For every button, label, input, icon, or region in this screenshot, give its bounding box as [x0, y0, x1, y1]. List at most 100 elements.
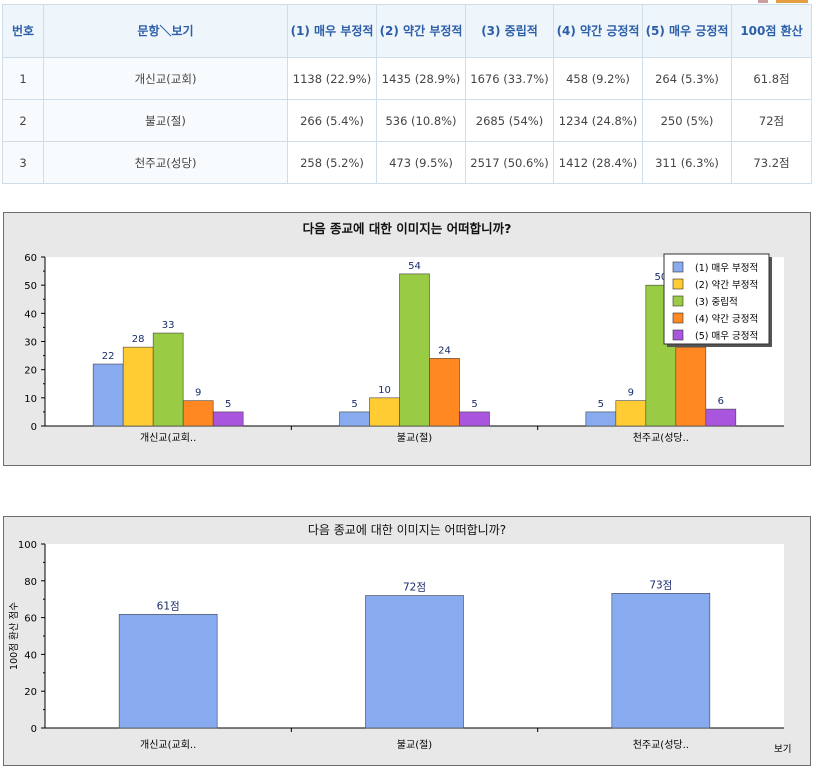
legend-swatch [672, 278, 684, 290]
bar [585, 411, 617, 427]
y-tick-label: 40 [24, 650, 37, 661]
cell-option-1: 1138 (22.9%) [287, 57, 377, 100]
legend-swatch [672, 261, 684, 273]
y-tick-label: 0 [31, 724, 37, 735]
bar-value-label: 10 [378, 385, 391, 396]
bar [152, 332, 184, 427]
bar [339, 411, 370, 427]
bar-value-label: 22 [102, 351, 115, 362]
bar [369, 397, 400, 427]
bar-value-label: 5 [598, 399, 604, 410]
header-question: 문항＼보기 [43, 4, 288, 58]
bar-value-label: 61점 [157, 600, 180, 612]
bar [92, 363, 124, 427]
x-tick-label: 천주교(성당.. [633, 739, 689, 751]
bar-value-label: 5 [225, 399, 231, 410]
bar-value-label: 50 [654, 272, 667, 283]
table-header-row: 번호 문항＼보기 (1) 매우 부정적 (2) 약간 부정적 (3) 중립적 (… [2, 4, 812, 58]
distribution-chart: 다음 종교에 대한 이미지는 어떠합니까? 0 10 20 30 40 50 60 개신교(교회… [3, 212, 811, 466]
cell-option-4: 458 (9.2%) [553, 57, 643, 100]
y-tick-label: 20 [24, 687, 37, 698]
bar-value-label: 5 [351, 399, 357, 410]
bar [399, 273, 430, 427]
score-chart: 다음 종교에 대한 이미지는 어떠합니까? 0 20 40 60 80 100 100점 환산… [3, 516, 811, 766]
bar-value-label: 9 [195, 388, 201, 399]
cell-option-3: 2685 (54%) [465, 99, 554, 142]
y-tick-label: 100 [18, 540, 37, 551]
legend-label: (4) 약간 긍정적 [695, 313, 758, 325]
legend-swatch [672, 295, 684, 307]
legend-label: (2) 약간 부정적 [695, 279, 758, 291]
header-option-5: (5) 매우 긍정적 [642, 4, 732, 58]
cell-item: 개신교(교회) [43, 57, 288, 100]
header-option-4: (4) 약간 긍정적 [553, 4, 643, 58]
y-tick-label: 10 [24, 394, 37, 405]
cell-option-3: 1676 (33.7%) [465, 57, 554, 100]
table-row: 1 개신교(교회) 1138 (22.9%) 1435 (28.9%) 1676… [2, 57, 812, 100]
table-row: 2 불교(절) 266 (5.4%) 536 (10.8%) 2685 (54%… [2, 99, 812, 142]
cell-option-5: 250 (5%) [642, 99, 732, 142]
bar [118, 613, 218, 729]
bar-value-label: 9 [628, 388, 634, 399]
bar [459, 411, 490, 427]
y-axis-label: 100점 환산 점수 [8, 602, 20, 670]
bar [365, 595, 464, 729]
y-tick-label: 60 [24, 253, 37, 264]
y-tick-label: 60 [24, 614, 37, 625]
bar-value-label: 28 [132, 334, 145, 345]
cell-option-1: 258 (5.2%) [287, 141, 377, 184]
cell-no: 1 [2, 57, 44, 100]
bar [122, 346, 154, 427]
x-tick-label: 천주교(성당.. [633, 432, 689, 444]
cell-option-2: 536 (10.8%) [376, 99, 466, 142]
bar [615, 400, 647, 427]
cell-no: 2 [2, 99, 44, 142]
y-tick-label: 30 [24, 338, 37, 349]
header-score: 100점 환산 [731, 4, 812, 58]
excel-icon[interactable] [776, 0, 808, 3]
y-tick-label: 40 [24, 309, 37, 320]
legend-label: (1) 매우 부정적 [695, 262, 758, 274]
header-option-2: (2) 약간 부정적 [376, 4, 466, 58]
bar [182, 400, 214, 427]
header-option-3: (3) 중립적 [465, 4, 554, 58]
cell-option-5: 264 (5.3%) [642, 57, 732, 100]
bar [611, 593, 711, 729]
cell-option-2: 473 (9.5%) [376, 141, 466, 184]
x-tick-label: 불교(절) [397, 738, 433, 751]
survey-result-table: 번호 문항＼보기 (1) 매우 부정적 (2) 약간 부정적 (3) 중립적 (… [2, 4, 812, 184]
cell-option-3: 2517 (50.6%) [465, 141, 554, 184]
cell-score: 72점 [731, 99, 812, 142]
cell-no: 3 [2, 141, 44, 184]
bar [705, 408, 737, 427]
bar-value-label: 54 [408, 261, 421, 272]
bar [212, 411, 244, 427]
cell-item: 천주교(성당) [43, 141, 288, 184]
legend-swatch [672, 329, 684, 341]
bar-value-label: 6 [718, 396, 724, 407]
x-tick-label: 불교(절) [397, 431, 433, 444]
x-tick-label: 개신교(교회.. [140, 739, 196, 751]
bar [675, 346, 707, 427]
legend-swatch [672, 312, 684, 324]
y-tick-label: 80 [24, 577, 37, 588]
bar-value-label: 73점 [649, 579, 672, 591]
header-no: 번호 [2, 4, 44, 58]
x-axis-label: 보기 [774, 744, 791, 755]
y-tick-label: 20 [24, 366, 37, 377]
cell-option-4: 1412 (28.4%) [553, 141, 643, 184]
cell-score: 73.2점 [731, 141, 812, 184]
cell-option-1: 266 (5.4%) [287, 99, 377, 142]
chart-title: 다음 종교에 대한 이미지는 어떠합니까? [303, 221, 512, 236]
bar-value-label: 24 [438, 345, 451, 356]
distribution-chart-svg: 다음 종교에 대한 이미지는 어떠합니까? 0 10 20 30 40 50 60 개신교(교회… [24, 221, 784, 444]
cell-option-5: 311 (6.3%) [642, 141, 732, 184]
score-chart-svg: 다음 종교에 대한 이미지는 어떠합니까? 0 20 40 60 80 100 100점 환산… [8, 523, 791, 755]
table-row: 3 천주교(성당) 258 (5.2%) 473 (9.5%) 2517 (50… [2, 141, 812, 184]
header-option-1: (1) 매우 부정적 [287, 4, 377, 58]
cell-item: 불교(절) [43, 99, 288, 142]
bar-value-label: 5 [471, 399, 477, 410]
x-tick-label: 개신교(교회.. [140, 432, 196, 444]
chart-title: 다음 종교에 대한 이미지는 어떠합니까? [308, 523, 506, 537]
print-icon[interactable] [758, 0, 768, 3]
